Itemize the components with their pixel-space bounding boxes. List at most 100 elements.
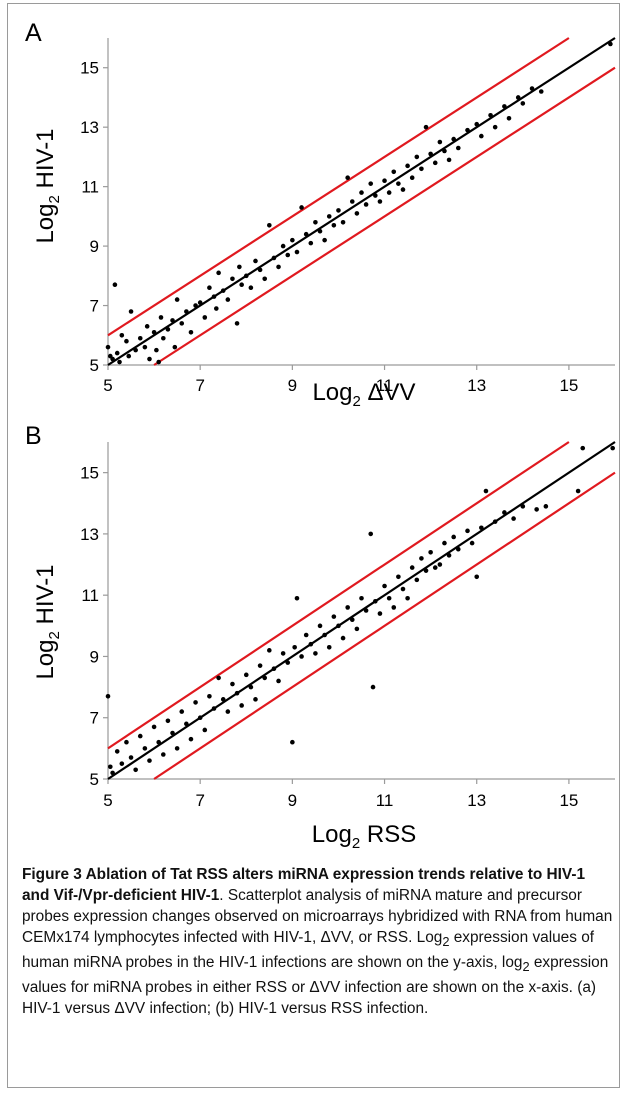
- panel-label-b: B: [25, 422, 42, 450]
- data-point: [469, 540, 475, 546]
- data-point: [534, 507, 539, 512]
- data-point: [197, 715, 203, 721]
- data-point: [112, 282, 118, 288]
- data-point: [474, 574, 480, 580]
- data-point: [144, 324, 150, 329]
- data-point: [386, 595, 392, 601]
- caption-sub-1: 2: [442, 934, 450, 950]
- data-point: [137, 335, 143, 341]
- y-tick-label: 15: [80, 59, 99, 78]
- data-point: [608, 41, 613, 47]
- data-point: [502, 510, 507, 515]
- y-tick-label: 5: [90, 770, 99, 789]
- data-point: [197, 300, 203, 305]
- data-point: [211, 706, 217, 711]
- data-point: [234, 321, 240, 326]
- data-point: [248, 684, 254, 690]
- identity-line: [107, 37, 616, 366]
- caption-sub-2: 2: [522, 959, 530, 975]
- data-point: [515, 95, 521, 100]
- data-point: [202, 727, 208, 733]
- data-point: [317, 623, 323, 629]
- y-tick-label: 9: [90, 647, 99, 666]
- y-tick-label: 13: [80, 525, 99, 544]
- data-point: [419, 166, 424, 172]
- data-point: [161, 335, 166, 341]
- data-point: [211, 294, 217, 299]
- data-point: [451, 136, 456, 142]
- data-point: [128, 755, 134, 760]
- data-point: [303, 632, 309, 638]
- data-point: [437, 139, 443, 145]
- data-point: [354, 626, 360, 632]
- threshold-line: [107, 441, 570, 750]
- x-tick-label: 15: [559, 791, 578, 810]
- data-point: [290, 739, 295, 745]
- y-axis-label-b: Log2 HIV-1: [32, 564, 63, 679]
- threshold-line: [153, 471, 616, 780]
- scatter-chart-b: B 5 7 9 11 13 15 5 7 9 11 13 15 Log2 RSS Log2 HIV-…: [25, 422, 616, 852]
- identity-line: [107, 441, 616, 780]
- data-point: [382, 178, 387, 183]
- figure-caption: Figure 3 Ablation of Tat RSS alters miRN…: [22, 864, 614, 1019]
- data-point: [262, 276, 268, 282]
- data-point: [368, 531, 374, 537]
- y-tick-label: 11: [81, 178, 99, 197]
- reference-lines-a: [107, 37, 616, 366]
- data-point: [124, 739, 129, 745]
- data-point: [216, 270, 221, 276]
- x-tick-label: 7: [195, 376, 204, 395]
- data-point: [391, 605, 397, 610]
- data-point: [349, 199, 355, 204]
- data-point: [409, 175, 415, 181]
- data-point: [151, 724, 157, 730]
- y-tick-label: 11: [81, 586, 99, 605]
- data-point: [479, 525, 484, 531]
- data-point: [391, 169, 397, 175]
- data-point: [239, 282, 244, 288]
- data-point: [299, 654, 304, 659]
- data-point: [543, 504, 549, 509]
- data-point: [170, 730, 175, 736]
- data-point: [114, 350, 120, 356]
- data-point: [322, 237, 327, 243]
- data-point: [359, 595, 364, 601]
- data-point: [336, 208, 341, 213]
- data-point: [119, 332, 125, 338]
- x-axis-label-b: Log2 RSS: [312, 821, 416, 852]
- data-point: [207, 693, 212, 699]
- data-point: [405, 595, 410, 601]
- data-point: [336, 623, 341, 629]
- data-point: [345, 175, 350, 181]
- data-point: [202, 315, 208, 320]
- data-point: [243, 273, 249, 279]
- data-point: [165, 718, 171, 724]
- x-axis-ticks-a: 5 7 9 11 13 15: [103, 364, 615, 395]
- data-point: [248, 285, 254, 291]
- data-point: [257, 663, 263, 668]
- data-point: [137, 733, 143, 739]
- data-point: [156, 359, 161, 365]
- data-point: [423, 124, 429, 130]
- data-points-b: [105, 445, 615, 776]
- caption-title: Figure 3 Ablation of Tat RSS alters miRN…: [22, 866, 586, 904]
- data-point: [216, 675, 221, 681]
- y-tick-label: 5: [90, 356, 99, 375]
- data-point: [326, 644, 332, 650]
- data-point: [446, 157, 452, 163]
- data-point: [262, 675, 268, 681]
- data-point: [280, 243, 286, 249]
- data-point: [280, 651, 286, 656]
- data-point: [363, 608, 369, 613]
- data-point: [184, 309, 189, 314]
- y-tick-label: 15: [80, 464, 99, 483]
- data-point: [124, 338, 129, 344]
- data-point: [225, 709, 231, 714]
- x-tick-label: 15: [559, 376, 578, 395]
- x-axis-label-a: Log2 ΔVV: [312, 379, 415, 408]
- data-point: [172, 344, 178, 350]
- data-point: [165, 327, 171, 332]
- data-point: [142, 746, 148, 751]
- data-point: [257, 267, 263, 273]
- data-point: [188, 736, 194, 742]
